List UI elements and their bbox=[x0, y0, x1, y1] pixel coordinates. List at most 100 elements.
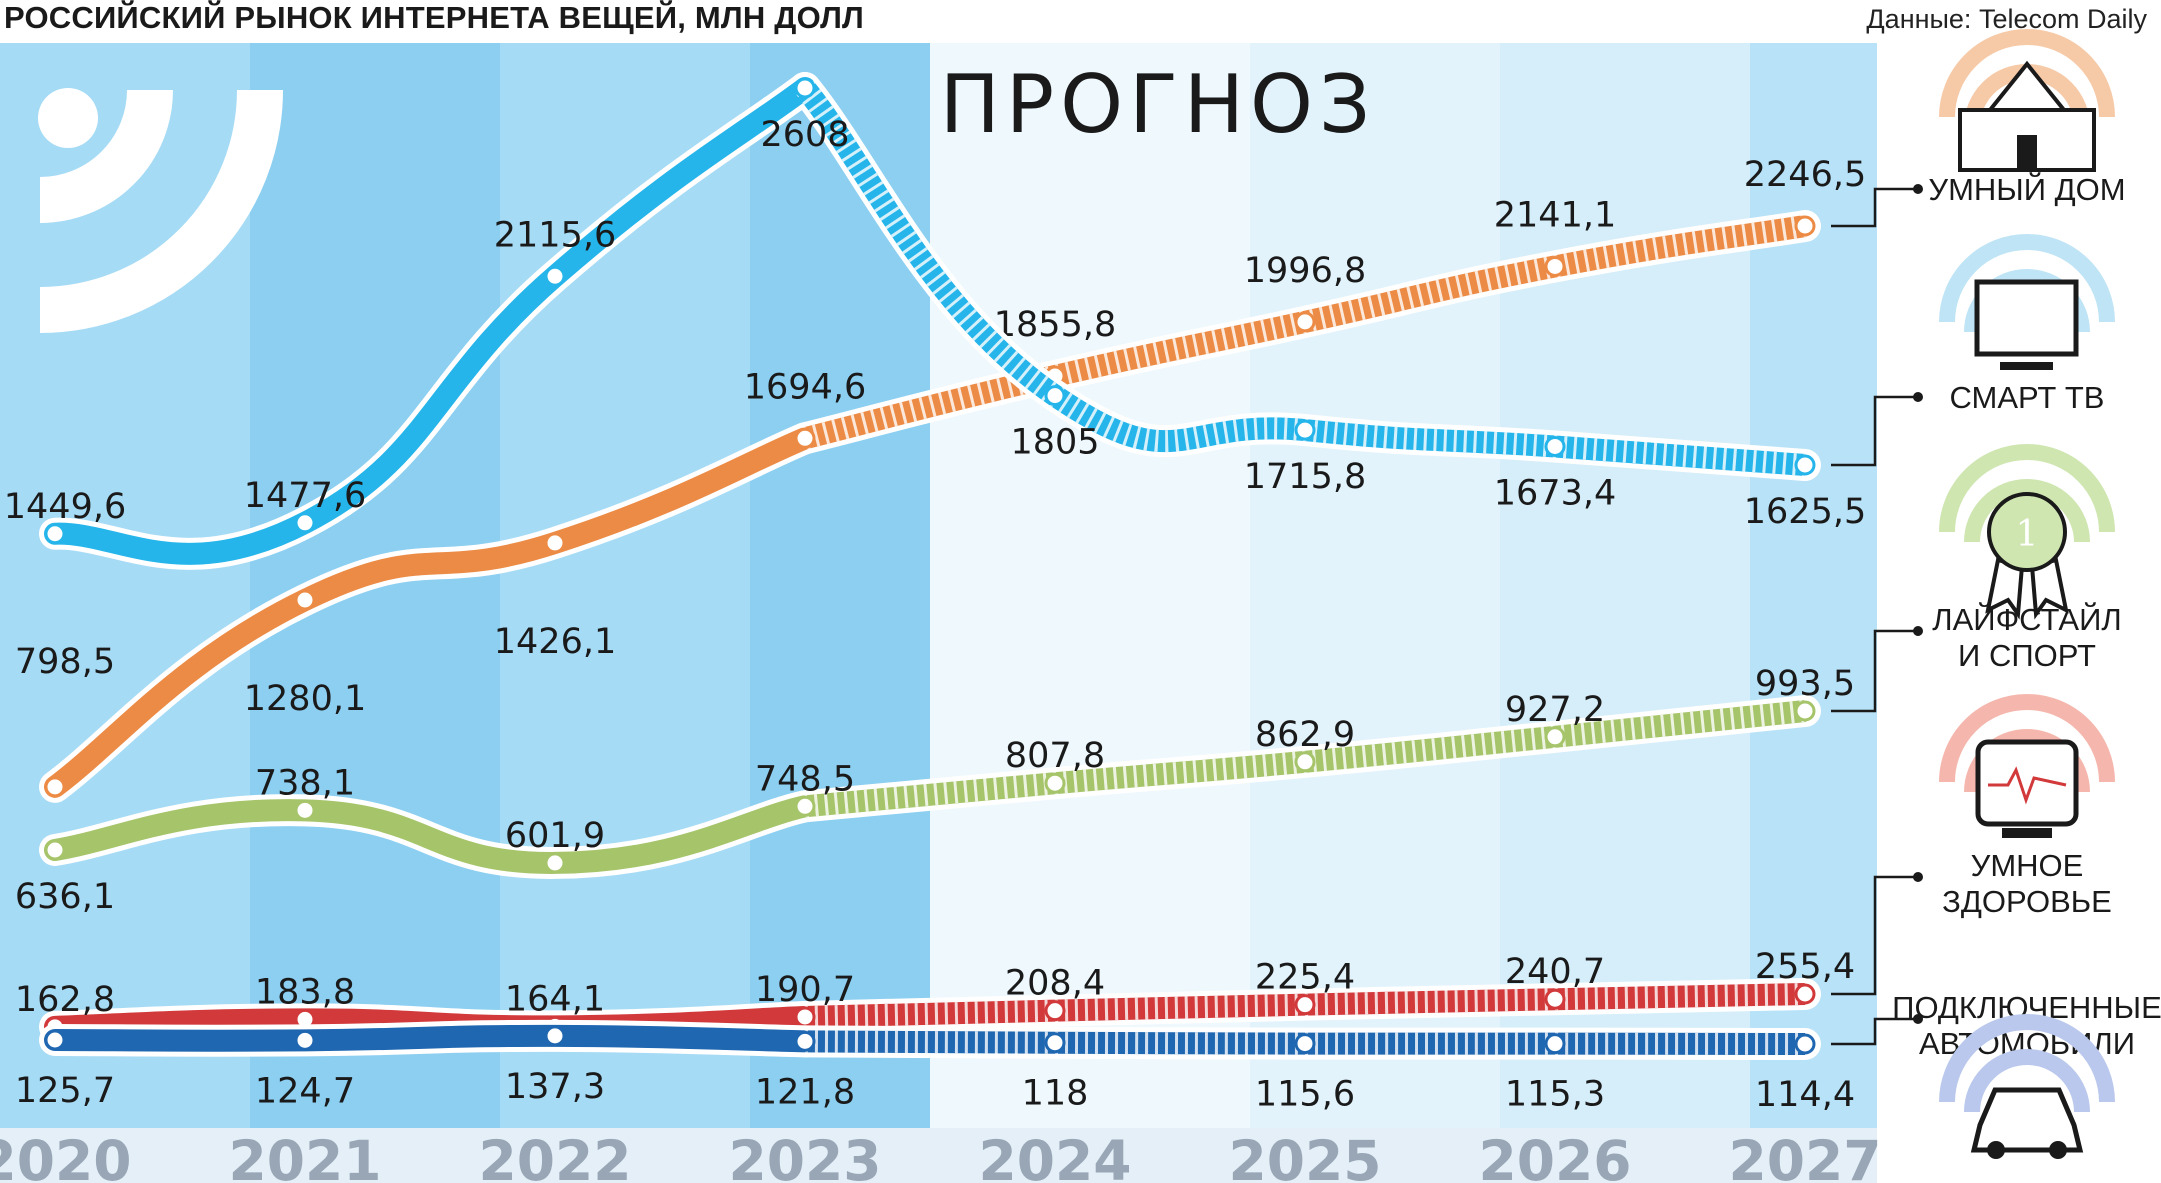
legend-leader-dot bbox=[1913, 626, 1923, 636]
monitor-stand bbox=[2002, 828, 2052, 838]
data-label: 738,1 bbox=[255, 763, 355, 803]
legend-label: ЗДОРОВЬЕ bbox=[1942, 884, 2112, 919]
data-point bbox=[44, 1029, 66, 1051]
data-point bbox=[294, 512, 316, 534]
data-label: 927,2 bbox=[1505, 690, 1605, 730]
series-line-actual bbox=[44, 1024, 816, 1053]
data-label: 1449,6 bbox=[4, 487, 126, 527]
icon-wave bbox=[1939, 444, 2115, 533]
data-point bbox=[544, 852, 566, 874]
series-line: 1449,6 1477,6 2115,6 2608 1805 1715,8 1673,4 16… bbox=[4, 72, 1866, 570]
icon-wave bbox=[1964, 1049, 2090, 1113]
data-label: 2246,5 bbox=[1744, 155, 1866, 195]
data-point bbox=[1544, 726, 1566, 748]
x-tick-label: 2027 bbox=[1728, 1129, 1881, 1183]
data-point bbox=[294, 799, 316, 821]
data-label: 2608 bbox=[760, 115, 849, 155]
data-point bbox=[794, 77, 816, 99]
legend-leader-dot bbox=[1913, 1014, 1923, 1024]
legend-leader-dot bbox=[1913, 392, 1923, 402]
data-label: 118 bbox=[1022, 1074, 1089, 1114]
legend-label: УМНОЕ bbox=[1971, 848, 2084, 883]
legend-label: СМАРТ ТВ bbox=[1950, 380, 2105, 415]
series-line-actual bbox=[44, 427, 816, 798]
car-wheel bbox=[1987, 1141, 2005, 1159]
tv-icon bbox=[1939, 234, 2115, 370]
data-label: 115,6 bbox=[1255, 1075, 1355, 1115]
forecast-label: ПРОГНОЗ bbox=[940, 58, 1377, 151]
data-point bbox=[1544, 435, 1566, 457]
forecast-column-bg bbox=[930, 43, 1250, 1128]
series-line: 636,1 738,1 601,9 748,5 807,8 862,9 927,2 993,5 bbox=[15, 664, 1855, 917]
data-label: 1694,6 bbox=[744, 367, 866, 407]
data-label: 255,4 bbox=[1755, 947, 1855, 987]
car-body bbox=[1970, 1087, 2084, 1153]
data-label: 1426,1 bbox=[494, 622, 616, 662]
data-point bbox=[1294, 311, 1316, 333]
house-icon bbox=[1939, 29, 2115, 172]
data-label: 114,4 bbox=[1755, 1075, 1855, 1115]
data-label: 164,1 bbox=[505, 979, 605, 1019]
data-point bbox=[794, 427, 816, 449]
health-monitor-icon bbox=[1939, 694, 2115, 838]
house-door bbox=[2017, 135, 2037, 170]
legend-leader bbox=[1831, 1017, 1918, 1046]
x-tick-label: 2023 bbox=[728, 1129, 881, 1183]
series-line-actual bbox=[44, 795, 816, 874]
x-tick-label: 2024 bbox=[978, 1129, 1131, 1183]
data-label: 1715,8 bbox=[1244, 457, 1366, 497]
data-point bbox=[1794, 700, 1816, 722]
data-point bbox=[1294, 1033, 1316, 1055]
data-point bbox=[44, 776, 66, 798]
award-digit: 1 bbox=[2016, 514, 2039, 555]
data-label: 1855,8 bbox=[994, 305, 1116, 345]
data-label: 1805 bbox=[1010, 423, 1099, 463]
x-tick-label: 2022 bbox=[478, 1129, 631, 1183]
data-point bbox=[294, 589, 316, 611]
data-point bbox=[1044, 1032, 1066, 1054]
data-point bbox=[1044, 772, 1066, 794]
data-point bbox=[544, 532, 566, 554]
wifi-logo-icon bbox=[38, 88, 283, 333]
data-label: 1673,4 bbox=[1494, 473, 1616, 513]
data-label: 798,5 bbox=[15, 642, 115, 682]
x-tick-label: 2025 bbox=[1228, 1129, 1381, 1183]
tv-screen bbox=[1974, 279, 2079, 357]
series-line-actual bbox=[44, 77, 816, 565]
data-point bbox=[1544, 988, 1566, 1010]
award-medal bbox=[1987, 492, 2067, 572]
year-axis-band bbox=[0, 1128, 1877, 1183]
data-point bbox=[1794, 983, 1816, 1005]
legend-leader bbox=[1831, 629, 1918, 713]
legend-leader bbox=[1831, 875, 1918, 996]
data-point bbox=[1544, 255, 1566, 277]
data-label: 601,9 bbox=[505, 816, 605, 856]
data-label: 115,3 bbox=[1505, 1075, 1605, 1115]
house-roof bbox=[1985, 60, 2069, 112]
data-label: 2115,6 bbox=[494, 215, 616, 255]
legend-leader bbox=[1831, 187, 1918, 228]
icon-wave bbox=[1939, 234, 2115, 323]
monitor-frame bbox=[1975, 739, 2079, 827]
icon-wave bbox=[1939, 29, 2115, 118]
source-note: Данные: Telecom Daily bbox=[1866, 4, 2147, 34]
legend-leader bbox=[1831, 395, 1918, 467]
data-label: 183,8 bbox=[255, 972, 355, 1012]
data-point bbox=[44, 839, 66, 861]
icon-wave bbox=[1939, 694, 2115, 783]
legend-leader-dot bbox=[1913, 872, 1923, 882]
data-point bbox=[544, 1025, 566, 1047]
data-point bbox=[794, 795, 816, 817]
data-point bbox=[1794, 1033, 1816, 1055]
data-point bbox=[1294, 751, 1316, 773]
forecast-column-bg bbox=[1250, 43, 1500, 1128]
legend-label: ЛАЙФСТАЙЛ bbox=[1932, 601, 2121, 637]
data-label: 208,4 bbox=[1005, 964, 1105, 1004]
data-label: 240,7 bbox=[1505, 952, 1605, 992]
data-label: 636,1 bbox=[15, 877, 115, 917]
data-label: 2141,1 bbox=[1494, 195, 1616, 235]
data-label: 225,4 bbox=[1255, 958, 1355, 998]
data-label: 1625,5 bbox=[1744, 492, 1866, 532]
